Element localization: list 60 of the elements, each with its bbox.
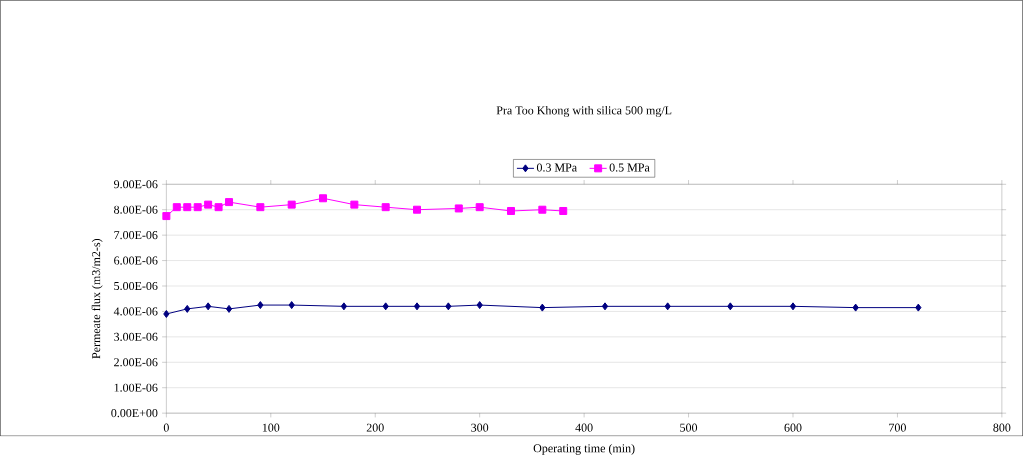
point: [601, 302, 609, 311]
legend-label: 0.3 MPa: [536, 163, 577, 172]
point: [507, 207, 516, 216]
y-tick-label: 5.00E-06: [114, 282, 158, 291]
point: [205, 302, 212, 311]
y-tick-label: 4.00E-06: [113, 307, 158, 316]
y-tick-label: 8.00E-06: [114, 205, 158, 214]
y-tick-label: 3.00E-06: [114, 332, 158, 342]
x-tick-label: 400: [575, 423, 593, 432]
point: [162, 212, 171, 221]
point: [214, 203, 223, 212]
point: [350, 200, 359, 209]
point: [340, 302, 348, 311]
point: [184, 304, 191, 313]
y-tick-label: 2.00E-06: [114, 358, 158, 367]
point: [413, 302, 421, 311]
x-tick-label: 200: [366, 423, 384, 432]
point: [475, 203, 484, 212]
point: [454, 204, 463, 213]
x-tick-label: 600: [784, 423, 802, 432]
point: [476, 301, 483, 310]
point: [287, 200, 296, 209]
point: [445, 302, 452, 311]
x-axis-title: Operating time (min): [533, 443, 635, 455]
point: [172, 203, 181, 212]
point: [789, 302, 797, 311]
point: [382, 302, 389, 311]
legend-label: 0.5 MPa: [609, 163, 650, 172]
x-tick-label: 500: [680, 423, 698, 432]
x-tick-label: 700: [889, 423, 906, 432]
y-tick-label: 1.00E-06: [114, 383, 158, 392]
x-tick-label: 100: [262, 423, 280, 432]
point: [193, 203, 202, 212]
point: [538, 205, 547, 214]
point: [225, 304, 233, 313]
y-tick-label: 0.00E+00: [111, 409, 158, 418]
point: [413, 205, 422, 214]
y-tick-label: 9.00E-06: [113, 180, 158, 189]
point: [539, 303, 546, 312]
point: [915, 303, 922, 312]
y-axis-title: Permeate flux (m3/m2-s): [91, 239, 103, 359]
chart-title: Pra Too Khong with silica 500 mg/L: [496, 106, 672, 117]
y-tick-label: 7.00E-06: [114, 231, 158, 240]
point: [852, 303, 859, 312]
point: [664, 302, 671, 311]
point: [257, 301, 264, 310]
point: [381, 203, 390, 212]
point: [559, 207, 568, 216]
y-tick-label: 6.00E-06: [114, 256, 158, 265]
x-tick-label: 300: [471, 423, 489, 432]
point: [163, 310, 170, 319]
point: [288, 301, 295, 310]
point: [727, 302, 734, 311]
x-tick-label: 800: [993, 423, 1011, 432]
x-tick-label: 0: [163, 423, 169, 432]
point: [183, 203, 192, 212]
point: [256, 203, 265, 212]
point: [204, 200, 213, 209]
point: [319, 194, 328, 203]
point: [225, 198, 234, 207]
